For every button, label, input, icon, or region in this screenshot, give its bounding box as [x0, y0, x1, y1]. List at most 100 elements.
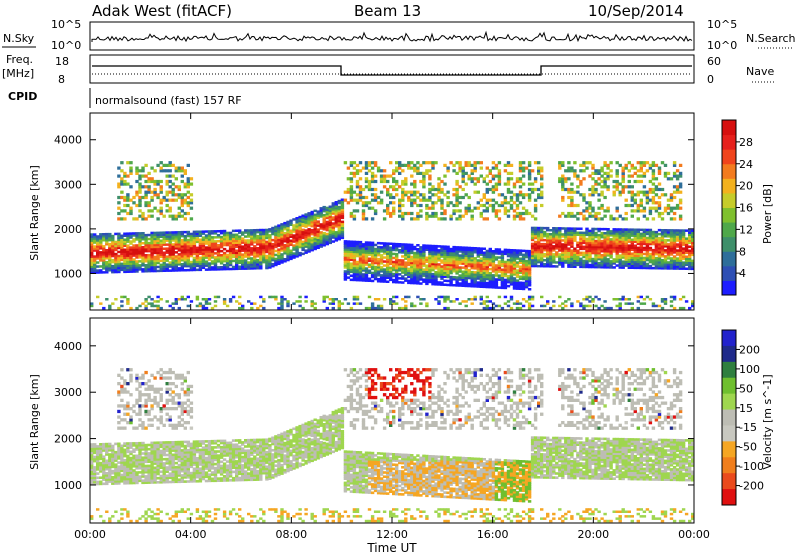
power-cell [585, 261, 589, 265]
power-cell [482, 217, 486, 221]
power-cell [431, 201, 435, 205]
power-cell [111, 240, 115, 244]
power-cell [567, 227, 571, 230]
power-cell [654, 244, 659, 248]
power-cell [527, 262, 532, 265]
power-cell [120, 240, 124, 244]
power-cell [262, 256, 266, 260]
power-cell [467, 246, 471, 250]
power-cell [494, 252, 499, 255]
power-cell [361, 257, 366, 260]
power-cell [540, 185, 544, 189]
power-cell [355, 276, 360, 280]
power-cell [479, 174, 483, 178]
power-cell [228, 259, 233, 263]
power-cell [434, 249, 438, 252]
power-cell [530, 214, 535, 218]
power-cell [431, 250, 435, 254]
power-cell [558, 214, 562, 218]
power-cell [443, 298, 447, 301]
power-cell [404, 271, 408, 274]
power-cell [358, 265, 363, 268]
power-cell [654, 234, 659, 238]
power-cell [618, 248, 622, 251]
power-cell [672, 243, 677, 246]
power-cell [189, 236, 194, 240]
power-cell [319, 207, 323, 210]
power-cell [672, 255, 677, 258]
power-cell [150, 209, 154, 213]
power-cell [156, 255, 160, 259]
power-cell [624, 230, 628, 233]
power-cell [364, 269, 369, 272]
nsky-label: N.Sky [3, 32, 35, 45]
power-cell [431, 266, 435, 270]
power-cell [660, 217, 665, 221]
power-cell [518, 193, 523, 197]
power-cell [416, 214, 420, 218]
power-cell [358, 247, 363, 250]
power-cell [624, 252, 628, 255]
power-cell [597, 171, 601, 175]
power-cell [669, 231, 674, 234]
power-cell [180, 239, 184, 242]
power-cell [228, 257, 233, 261]
power-cell [681, 235, 686, 238]
power-cell [114, 240, 118, 244]
power-cell [678, 214, 683, 218]
power-cell [286, 304, 290, 308]
power-cell [386, 206, 390, 210]
power-cell [467, 177, 471, 181]
power-cell [186, 240, 190, 244]
power-cell [153, 255, 157, 259]
power-cell [603, 266, 607, 269]
power-cell [135, 169, 139, 173]
power-cell [325, 210, 329, 214]
power-cell [524, 265, 529, 269]
power-cell [663, 233, 668, 236]
power-cell [530, 226, 535, 230]
power-cell [398, 273, 402, 276]
power-cell [265, 240, 269, 244]
power-cell [222, 298, 227, 301]
power-cell [322, 240, 326, 243]
power-cell [537, 234, 541, 238]
power-cell [675, 229, 680, 232]
power-cell [681, 257, 686, 260]
power-cell [186, 230, 190, 234]
power-cell [419, 256, 423, 259]
power-cell [654, 206, 659, 210]
power-cell [530, 187, 535, 192]
power-cell [386, 280, 390, 283]
power-cell [337, 201, 341, 205]
power-cell [268, 234, 272, 237]
power-cell [150, 235, 154, 239]
power-cell [666, 206, 671, 210]
power-cell [555, 233, 559, 236]
power-cell [398, 269, 402, 272]
power-cell [367, 201, 372, 205]
power-cell [228, 251, 233, 255]
power-cell [443, 295, 447, 299]
power-cell [446, 298, 450, 301]
power-cell [621, 236, 625, 239]
power-cell [600, 262, 604, 265]
power-cell [135, 266, 139, 269]
power-cell [576, 231, 580, 234]
power-cell [494, 270, 499, 273]
power-cell [446, 295, 450, 299]
power-cell [573, 249, 577, 252]
power-cell [597, 263, 601, 267]
power-cell [461, 179, 465, 184]
power-cell [319, 223, 323, 226]
power-cell [401, 182, 405, 186]
power-cell [195, 304, 200, 308]
power-cell [328, 209, 332, 212]
power-cell [446, 261, 450, 265]
power-cell [533, 230, 538, 234]
power-cell [585, 231, 589, 235]
power-cell [461, 169, 465, 173]
power-cell [111, 234, 115, 238]
power-cell [265, 260, 269, 264]
power-cell [660, 267, 665, 270]
